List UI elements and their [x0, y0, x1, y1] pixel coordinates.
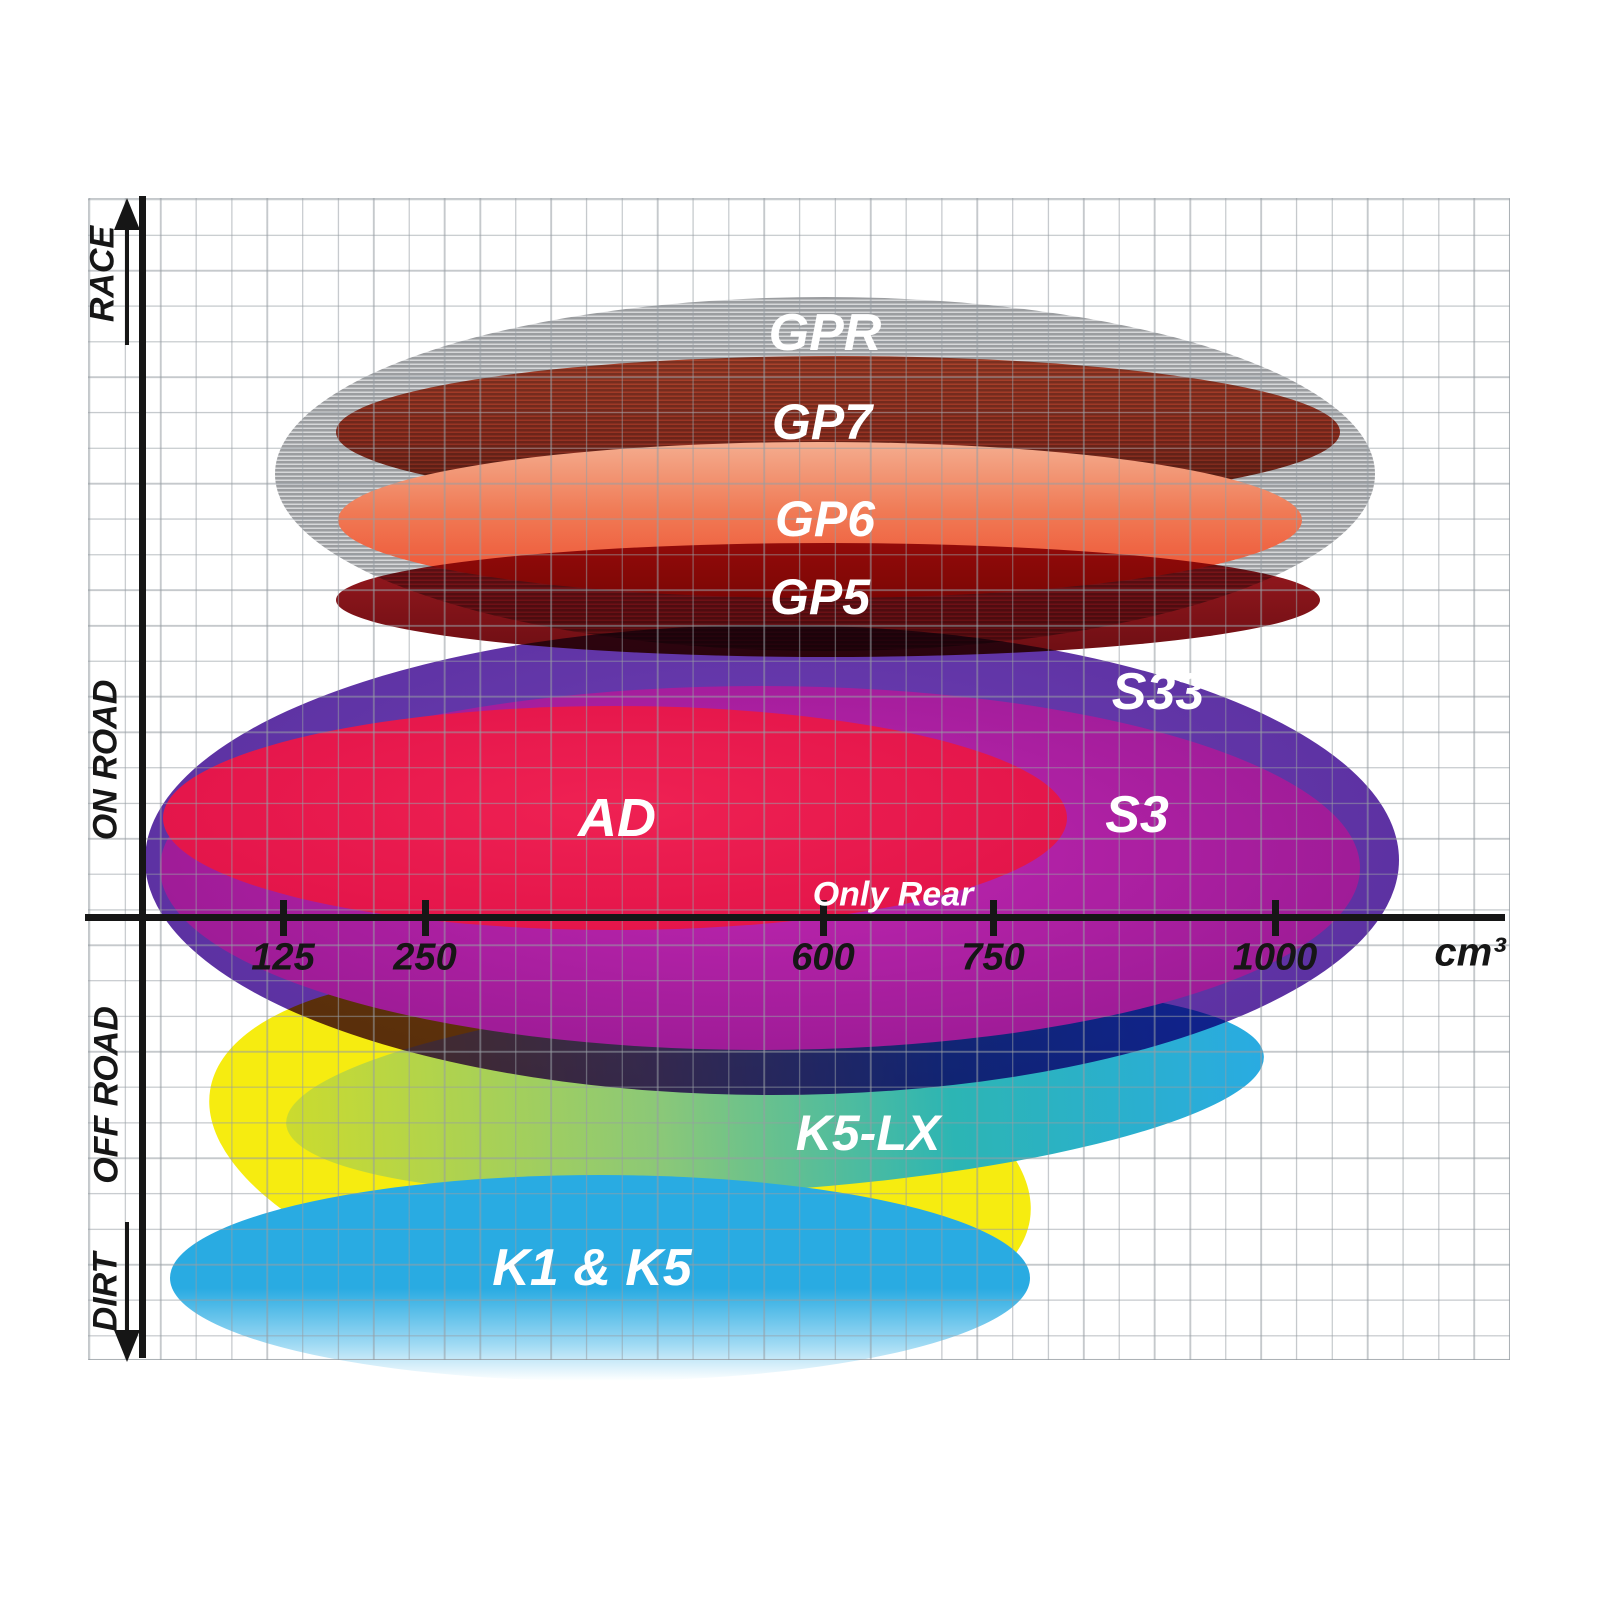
y-axis-label-race: RACE: [83, 225, 122, 323]
y-axis-line: [139, 196, 146, 1358]
x-tick-label-600: 600: [791, 936, 855, 979]
x-tick-1000: [1271, 899, 1279, 936]
label-ad: AD: [578, 788, 656, 848]
dirt-arrow-down-icon: [114, 1330, 140, 1362]
dirt-arrow-shaft: [125, 1222, 129, 1332]
annotation-only-rear: Only Rear: [812, 875, 974, 914]
y-axis-label-on-road: ON ROAD: [86, 679, 125, 841]
x-tick-125: [279, 899, 287, 936]
label-s3: S3: [1105, 786, 1169, 844]
x-tick-label-750: 750: [961, 936, 1025, 979]
y-axis-label-dirt: DIRT: [86, 1252, 125, 1332]
x-tick-250: [421, 899, 429, 936]
race-arrow-shaft: [125, 226, 129, 345]
label-gp6: GP6: [774, 491, 876, 547]
label-gp7: GP7: [771, 394, 873, 450]
label-k1k5: K1 & K5: [492, 1239, 692, 1297]
x-tick-750: [989, 899, 997, 936]
label-gpr: GPR: [768, 304, 882, 362]
label-k5lx: K5-LX: [795, 1105, 941, 1161]
x-tick-label-1000: 1000: [1232, 936, 1318, 979]
x-axis-unit-label: cm³: [1434, 930, 1506, 975]
x-tick-label-125: 125: [251, 936, 315, 979]
y-axis-label-off-road: OFF ROAD: [87, 1006, 126, 1184]
x-axis-line: [85, 914, 1505, 921]
x-tick-label-250: 250: [393, 936, 457, 979]
label-s33: S33: [1111, 663, 1205, 721]
label-gp5: GP5: [769, 569, 871, 625]
